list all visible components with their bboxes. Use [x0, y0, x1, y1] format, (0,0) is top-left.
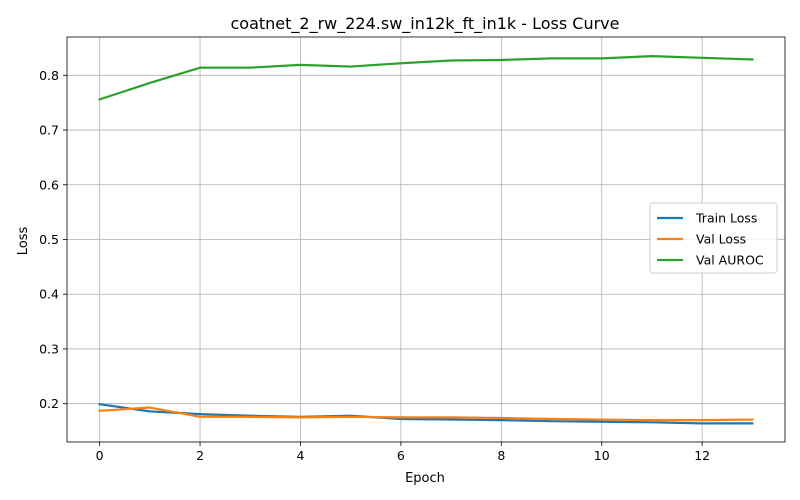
- chart-title: coatnet_2_rw_224.sw_in12k_ft_in1k - Loss…: [230, 14, 619, 34]
- legend-label: Val Loss: [696, 232, 746, 247]
- grid-lines: [67, 37, 785, 442]
- legend: Train Loss Val Loss Val AUROC: [649, 202, 778, 274]
- x-axis-ticks: 0 2 4 6 8 10 12: [96, 442, 710, 463]
- series-line-val-loss: [98, 406, 754, 422]
- y-axis-label: Loss: [16, 227, 31, 256]
- x-tick-label: 2: [196, 448, 204, 463]
- legend-label: Val AUROC: [696, 253, 764, 268]
- legend-label: Train Loss: [695, 211, 757, 226]
- series-line-val-auroc: [98, 55, 754, 101]
- x-tick-label: 10: [594, 448, 610, 463]
- x-tick-label: 4: [296, 448, 304, 463]
- y-tick-label: 0.6: [39, 177, 59, 192]
- y-axis-ticks: 0.2 0.3 0.4 0.5 0.6 0.7 0.8: [39, 68, 67, 411]
- legend-box: [649, 202, 778, 274]
- y-tick-label: 0.8: [39, 68, 59, 83]
- y-tick-label: 0.7: [39, 123, 59, 138]
- series-lines: [98, 55, 754, 425]
- y-tick-label: 0.5: [39, 232, 59, 247]
- x-tick-label: 6: [397, 448, 405, 463]
- x-tick-label: 12: [694, 448, 710, 463]
- y-tick-label: 0.2: [39, 396, 59, 411]
- series-line-train-loss: [98, 402, 754, 425]
- y-tick-label: 0.4: [39, 287, 59, 302]
- x-tick-label: 8: [497, 448, 505, 463]
- x-axis-label: Epoch: [405, 471, 445, 486]
- x-tick-label: 0: [96, 448, 104, 463]
- y-tick-label: 0.3: [39, 341, 59, 356]
